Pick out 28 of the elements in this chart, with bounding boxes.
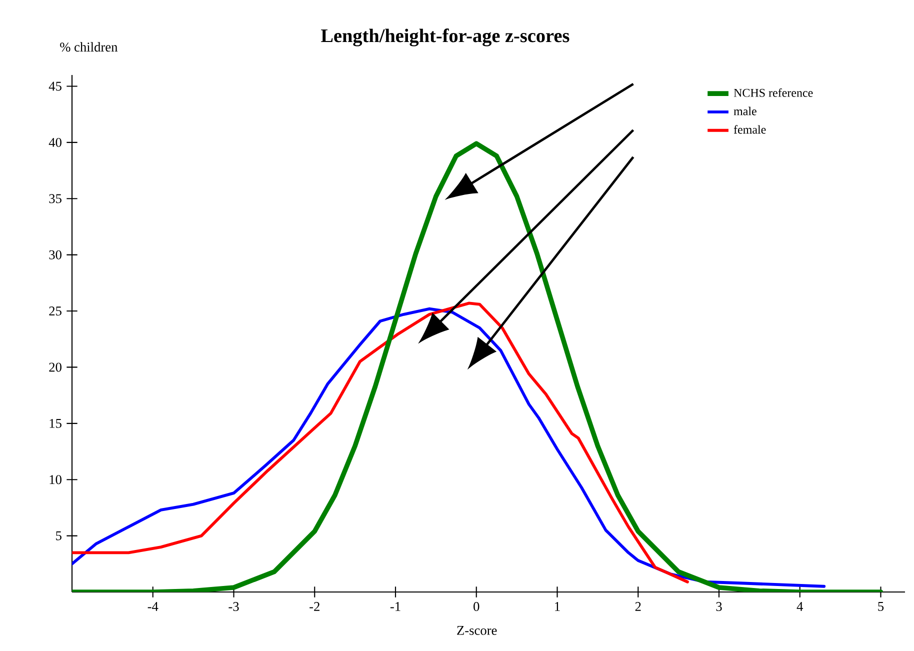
x-tick-label: -4 (148, 602, 158, 611)
chart-title: Length/height-for-age z-scores (321, 28, 570, 46)
y-tick-label: 45 (48, 82, 62, 91)
x-tick-label: -1 (390, 602, 400, 611)
y-tick-label: 5 (56, 531, 62, 540)
y-tick-label: 15 (50, 418, 62, 428)
line-series (72, 141, 884, 592)
y-axis-title: % children (60, 42, 118, 52)
x-tick-label: 2 (635, 602, 641, 611)
legend-label: NCHS reference (734, 88, 813, 97)
x-tick-label: 0 (474, 602, 480, 612)
legend-label: female (734, 125, 766, 134)
x-tick-label: 3 (716, 602, 722, 611)
y-tick-label: 25 (49, 306, 62, 316)
y-tick-label: 35 (49, 194, 62, 204)
y-tick-label: 40 (48, 138, 62, 147)
line-series (72, 302, 689, 584)
x-tick-label: 5 (878, 602, 884, 611)
x-tick-label: -3 (228, 602, 239, 611)
line-series (72, 307, 826, 588)
x-tick-label: 1 (555, 602, 560, 611)
y-tick-label: 30 (49, 250, 62, 260)
x-tick-label: 4 (796, 602, 803, 611)
legend-label: male (734, 106, 756, 116)
y-tick-label: 20 (49, 362, 62, 372)
x-tick-label: -2 (310, 602, 320, 611)
y-tick-label: 10 (50, 475, 62, 484)
x-axis-title: Z-score (457, 626, 497, 635)
